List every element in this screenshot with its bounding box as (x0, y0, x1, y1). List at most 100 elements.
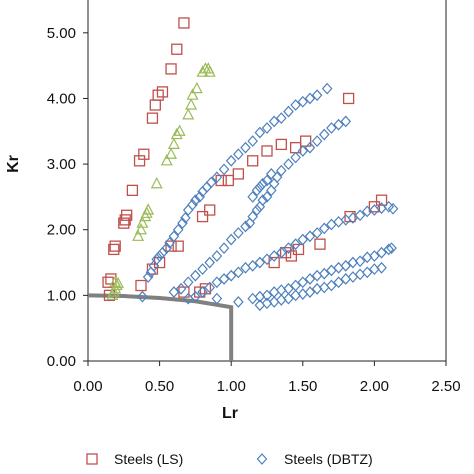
square-point (103, 289, 116, 302)
square-point (152, 89, 164, 101)
diamond-point (211, 292, 223, 305)
square-point (222, 174, 234, 187)
diamond-point (247, 191, 258, 203)
diamond-point (311, 89, 323, 102)
triangle-point (134, 222, 147, 235)
y-axis-title: Kr (5, 155, 22, 173)
diamond-point (225, 233, 237, 246)
square-point (121, 209, 133, 221)
diamond-point (297, 233, 309, 246)
diamond-point (218, 242, 230, 255)
diamond-point (304, 273, 316, 285)
diamond-series (137, 82, 399, 312)
diamond-point (318, 222, 330, 235)
diamond-point (340, 115, 352, 128)
diamond-point (326, 279, 337, 292)
square-point (368, 201, 381, 213)
diamond-point (304, 92, 316, 105)
diamond-point (247, 292, 258, 305)
assessment-line (87, 293, 234, 361)
diamond-point (290, 99, 301, 111)
diamond-point (276, 246, 287, 259)
square-point (171, 43, 183, 55)
y-tick-label: 0.00 (47, 353, 76, 370)
triangle-point (186, 88, 199, 100)
diamond-point (180, 212, 191, 224)
diamond-point (340, 213, 352, 226)
square-point (165, 240, 177, 252)
triangle-point (132, 229, 145, 241)
legend-marker (256, 453, 268, 465)
diamond-point (283, 242, 294, 255)
diamond-point (233, 296, 244, 308)
square-point (342, 92, 355, 105)
diamond-point (254, 126, 266, 139)
triangle-point (165, 147, 178, 159)
diamond-point (247, 210, 258, 223)
triangle-point (196, 65, 209, 77)
diamond-point (268, 115, 280, 128)
diamond-point (142, 271, 154, 283)
square-point (344, 210, 356, 223)
diamond-point (197, 263, 208, 276)
diamond-point (182, 276, 194, 289)
diamond-point (297, 95, 309, 108)
diamond-point (190, 269, 201, 282)
diamond-point (386, 242, 397, 255)
diamond-point (261, 122, 273, 134)
diamond-point (333, 118, 344, 131)
diamond-point (190, 194, 201, 207)
diamond-point (261, 289, 273, 302)
x-axis-title: Lr (222, 405, 238, 422)
diamond-point (137, 290, 148, 303)
square-point (102, 276, 114, 288)
y-tick-label: 3.00 (47, 156, 76, 173)
diamond-point (197, 286, 208, 298)
assessment-curve (87, 293, 234, 361)
diamond-point (254, 256, 266, 269)
diamond-point (211, 171, 223, 184)
diamond-point (311, 227, 323, 239)
legend: Steels (LS) Steels (DBTZ) (86, 451, 373, 467)
square-point (314, 238, 326, 250)
square-point (156, 86, 169, 98)
diamond-point (354, 209, 366, 222)
diamond-point (321, 82, 333, 95)
square-point (261, 145, 273, 157)
square-point (109, 240, 121, 252)
diamond-point (187, 198, 198, 211)
diamond-point (265, 168, 277, 180)
triangle-point (182, 108, 195, 120)
diamond-point (383, 243, 395, 256)
square-point (135, 279, 147, 292)
diamond-point (251, 184, 263, 197)
triangle-point (190, 81, 203, 94)
diamond-point (261, 174, 273, 187)
diamond-point (233, 227, 244, 239)
square-point (215, 174, 227, 187)
diamond-point (254, 181, 266, 193)
diamond-point (304, 286, 316, 298)
diamond-point (204, 281, 216, 294)
square-point (118, 217, 130, 229)
square-series (102, 17, 388, 302)
diamond-point (304, 141, 316, 154)
square-point (172, 240, 184, 252)
square-point (165, 63, 177, 75)
diamond-point (233, 266, 244, 279)
square-point (146, 112, 159, 124)
diamond-point (211, 276, 223, 289)
diamond-point (376, 261, 387, 274)
diamond-point (261, 253, 273, 266)
diamond-point (204, 256, 216, 269)
diamond-point (161, 242, 173, 255)
plot-frame (87, 0, 447, 362)
diamond-point (283, 105, 294, 118)
x-tick-label: 1.00 (217, 378, 246, 395)
triangle-point (136, 216, 149, 228)
diamond-point (190, 290, 201, 303)
diamond-point (276, 164, 287, 177)
x-tick-label: 0.00 (73, 378, 102, 395)
triangle-point (170, 127, 183, 140)
diamond-point (240, 141, 251, 154)
